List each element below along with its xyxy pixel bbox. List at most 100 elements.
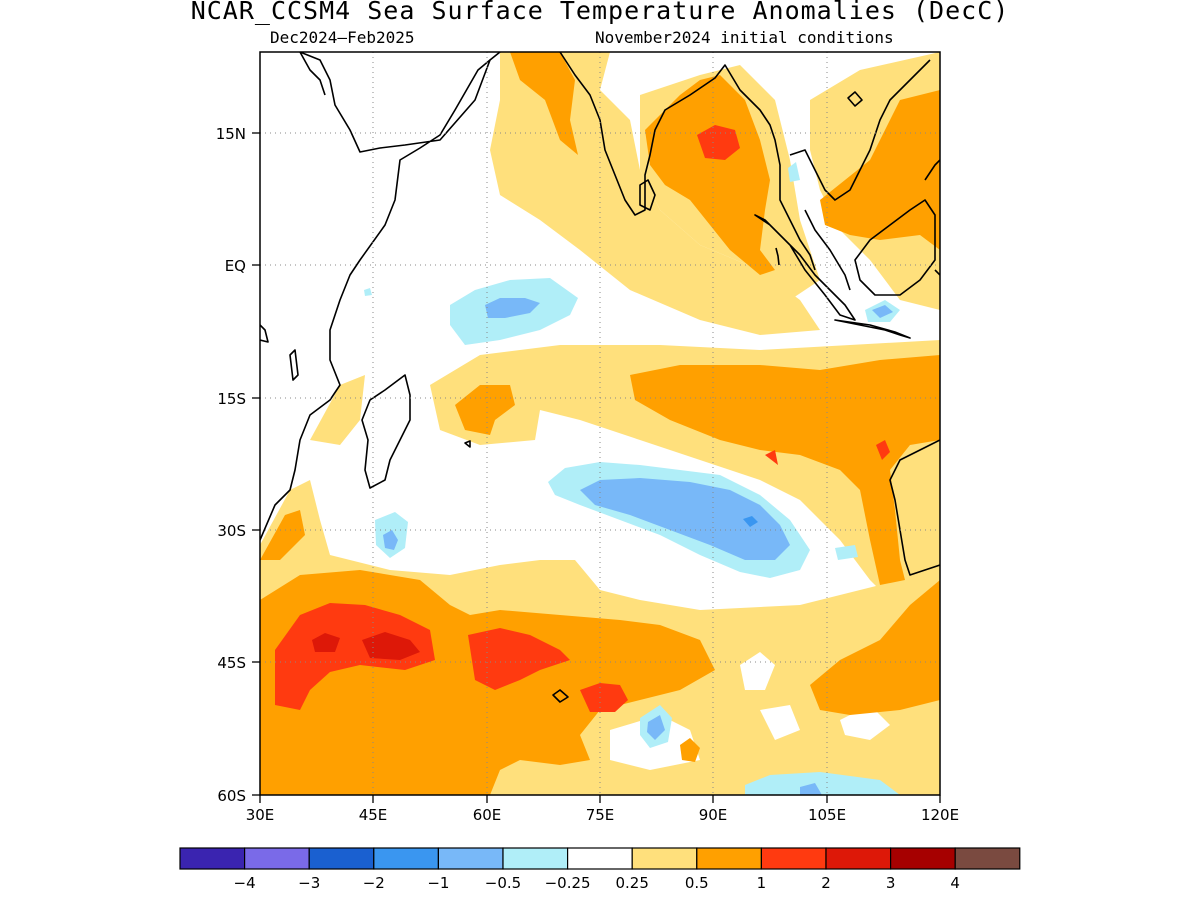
madagascar-east-warm [310, 375, 365, 445]
borneo [854, 199, 936, 296]
legend-swatch [825, 847, 892, 870]
legend-label: −2 [363, 874, 385, 892]
madagascar [361, 374, 411, 489]
legend-label: 0.5 [685, 874, 709, 892]
moderate-cool-anomaly [383, 530, 398, 550]
lat-label: EQ [225, 257, 246, 275]
color-legend: −4 −3 −2 −1 −0.5 −0.25 0.25 0.5 1 2 3 4 [179, 847, 1021, 892]
lon-label: 120E [921, 806, 959, 824]
warm-anomaly-region [260, 510, 305, 560]
moderate-cool-anomaly [580, 478, 790, 560]
cool-anomaly [788, 162, 800, 182]
lat-label: 30S [217, 522, 246, 540]
latitude-labels: 15N EQ 15S 30S 45S 60S [216, 125, 246, 805]
comoros [289, 349, 299, 381]
legend-label: 3 [886, 874, 896, 892]
legend-label: −0.5 [485, 874, 521, 892]
warm-anomaly-region [680, 738, 700, 762]
africa-coastline [260, 52, 491, 541]
cool-anomaly [745, 772, 900, 795]
legend-swatch [631, 847, 698, 870]
sumatra [754, 214, 856, 321]
legend-swatch [566, 847, 633, 870]
legend-label: −3 [298, 874, 320, 892]
moderate-cool-anomaly [800, 783, 822, 795]
neutral-patch [760, 705, 800, 740]
lon-label: 75E [586, 806, 615, 824]
australia-coastline [889, 439, 940, 576]
strong-warm-anomaly [275, 603, 435, 710]
anomaly-fill-blue [383, 298, 893, 795]
legend-swatch [760, 847, 827, 870]
legend-label: 0.25 [615, 874, 648, 892]
legend-swatch [373, 847, 439, 870]
kerguelen-island [552, 689, 569, 703]
cool-anomaly [835, 545, 858, 560]
philippines-coast [924, 159, 940, 181]
indochina-coastline [789, 59, 931, 201]
legend-swatch [889, 847, 956, 870]
anomaly-fill-red [275, 125, 890, 712]
legend-swatch [954, 847, 1021, 870]
mauritius [464, 440, 471, 448]
malay-peninsula [804, 209, 851, 291]
sri-lanka [639, 179, 656, 211]
lon-label: 90E [699, 806, 728, 824]
axis-ticks [252, 132, 941, 803]
legend-swatch [244, 847, 310, 870]
neutral-patch [740, 652, 775, 690]
legend-label: −1 [427, 874, 449, 892]
strong-warm-anomaly [580, 683, 628, 712]
sulawesi-coast [934, 269, 940, 276]
lon-label: 105E [808, 806, 846, 824]
red-sea-coast [299, 52, 326, 96]
warm-anomaly-region [645, 75, 775, 275]
very-strong-warm-anomaly [362, 632, 420, 660]
legend-swatch [308, 847, 375, 870]
anomaly-field [260, 52, 940, 795]
legend-label: 4 [950, 874, 960, 892]
moderate-cool-anomaly [485, 298, 540, 318]
lon-label: 45E [359, 806, 388, 824]
lat-label: 60S [217, 787, 246, 805]
legend-swatch [437, 847, 504, 870]
coastlines [260, 52, 940, 703]
legend-swatch [502, 847, 569, 870]
legend-label: 2 [821, 874, 831, 892]
cool-anomaly [364, 288, 372, 296]
season-label: Dec2024–Feb2025 [270, 28, 415, 47]
java [834, 319, 911, 339]
india-coastline [559, 52, 816, 271]
longitude-labels: 30E 45E 60E 75E 90E 105E 120E [246, 806, 959, 824]
gridlines [260, 52, 940, 795]
very-strong-warm-anomaly [312, 633, 340, 652]
strong-warm-anomaly [765, 450, 778, 465]
strong-cool-anomaly [743, 516, 758, 527]
tanzania-coast [260, 324, 269, 343]
arabia-coastline [489, 52, 501, 61]
lat-label: 15N [216, 125, 246, 143]
hainan [847, 91, 863, 107]
warm-anomaly-region [810, 580, 940, 715]
legend-label: 1 [757, 874, 767, 892]
warm-anomaly-region [630, 355, 940, 585]
lat-label: 45S [217, 654, 246, 672]
strong-warm-anomaly [876, 440, 890, 460]
lon-label: 60E [473, 806, 502, 824]
chart-title: NCAR_CCSM4 Sea Surface Temperature Anoma… [190, 0, 1010, 25]
lon-label: 30E [246, 806, 275, 824]
moderate-cool-anomaly [872, 305, 893, 318]
warm-anomaly-region [510, 52, 578, 155]
moderate-cool-anomaly [647, 715, 665, 740]
lat-label: 15S [217, 390, 246, 408]
legend-label: −0.25 [545, 874, 591, 892]
legend-swatch [696, 847, 762, 870]
legend-label: −4 [234, 874, 256, 892]
anomaly-fill-darkred [312, 632, 420, 660]
andaman-islands [775, 247, 780, 266]
initial-conditions-label: November2024 initial conditions [595, 28, 894, 47]
strong-warm-anomaly [468, 628, 570, 690]
anomaly-fill-midblue [743, 516, 758, 527]
strong-warm-anomaly [697, 125, 740, 160]
